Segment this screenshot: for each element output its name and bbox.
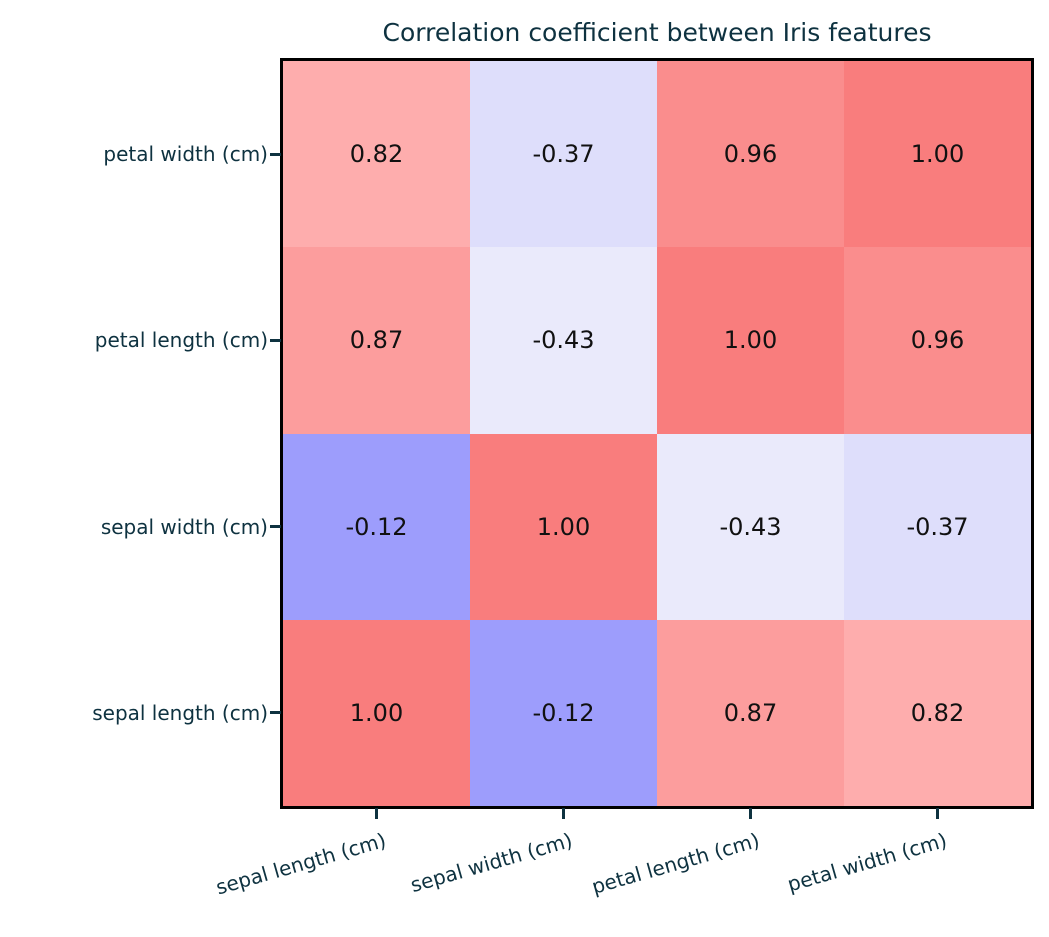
x-tick-label: petal length (cm) <box>589 827 763 899</box>
x-tick-mark <box>375 808 378 819</box>
y-tick-label: petal length (cm) <box>94 328 268 353</box>
heatmap-cell: -0.37 <box>844 433 1031 620</box>
cell-value: 1.00 <box>536 512 591 541</box>
cell-value: 0.96 <box>723 140 778 169</box>
y-tick-mark <box>270 525 281 529</box>
heatmap-cell: 1.00 <box>657 247 844 434</box>
y-tick-label: petal width (cm) <box>103 142 268 167</box>
cell-value: 0.96 <box>910 326 965 355</box>
cell-value: -0.37 <box>532 140 595 169</box>
x-tick-label: petal width (cm) <box>784 827 950 897</box>
heatmap-cell: 1.00 <box>283 619 470 806</box>
cell-value: -0.12 <box>345 512 408 541</box>
y-tick-mark <box>270 338 281 342</box>
x-tick-label: sepal width (cm) <box>408 827 576 898</box>
cell-value: -0.37 <box>906 512 969 541</box>
heatmap-grid: 0.82 -0.37 0.96 1.00 0.87 -0.43 1.00 0.96 -0.12 1… <box>280 58 1034 809</box>
x-tick-label: sepal length (cm) <box>212 827 389 900</box>
heatmap-cell: -0.12 <box>470 619 657 806</box>
y-tick-label: sepal length (cm) <box>92 700 268 725</box>
cell-value: -0.43 <box>532 326 595 355</box>
heatmap-cell: 0.96 <box>844 247 1031 434</box>
heatmap-cell: 0.82 <box>844 619 1031 806</box>
heatmap-cell: 0.87 <box>283 247 470 434</box>
cell-value: -0.43 <box>719 512 782 541</box>
cell-value: 0.82 <box>910 698 965 727</box>
heatmap-cell: -0.43 <box>657 433 844 620</box>
heatmap-cell: 1.00 <box>844 61 1031 248</box>
heatmap-cell: -0.12 <box>283 433 470 620</box>
heatmap-cell: 0.82 <box>283 61 470 248</box>
y-tick-label: sepal width (cm) <box>100 514 268 539</box>
heatmap-cell: 1.00 <box>470 433 657 620</box>
cell-value: 1.00 <box>910 140 965 169</box>
heatmap-cell: 0.87 <box>657 619 844 806</box>
x-tick-mark <box>749 808 752 819</box>
heatmap-cell: -0.37 <box>470 61 657 248</box>
cell-value: 0.87 <box>349 326 404 355</box>
cell-value: 0.87 <box>723 698 778 727</box>
cell-value: 1.00 <box>349 698 404 727</box>
x-tick-mark <box>936 808 939 819</box>
heatmap-cell: 0.96 <box>657 61 844 248</box>
cell-value: 0.82 <box>349 140 404 169</box>
cell-value: -0.12 <box>532 698 595 727</box>
chart-title: Correlation coefficient between Iris fea… <box>382 18 932 47</box>
x-tick-mark <box>562 808 565 819</box>
y-tick-mark <box>270 711 281 715</box>
cell-value: 1.00 <box>723 326 778 355</box>
y-tick-mark <box>270 152 281 156</box>
heatmap-cell: -0.43 <box>470 247 657 434</box>
